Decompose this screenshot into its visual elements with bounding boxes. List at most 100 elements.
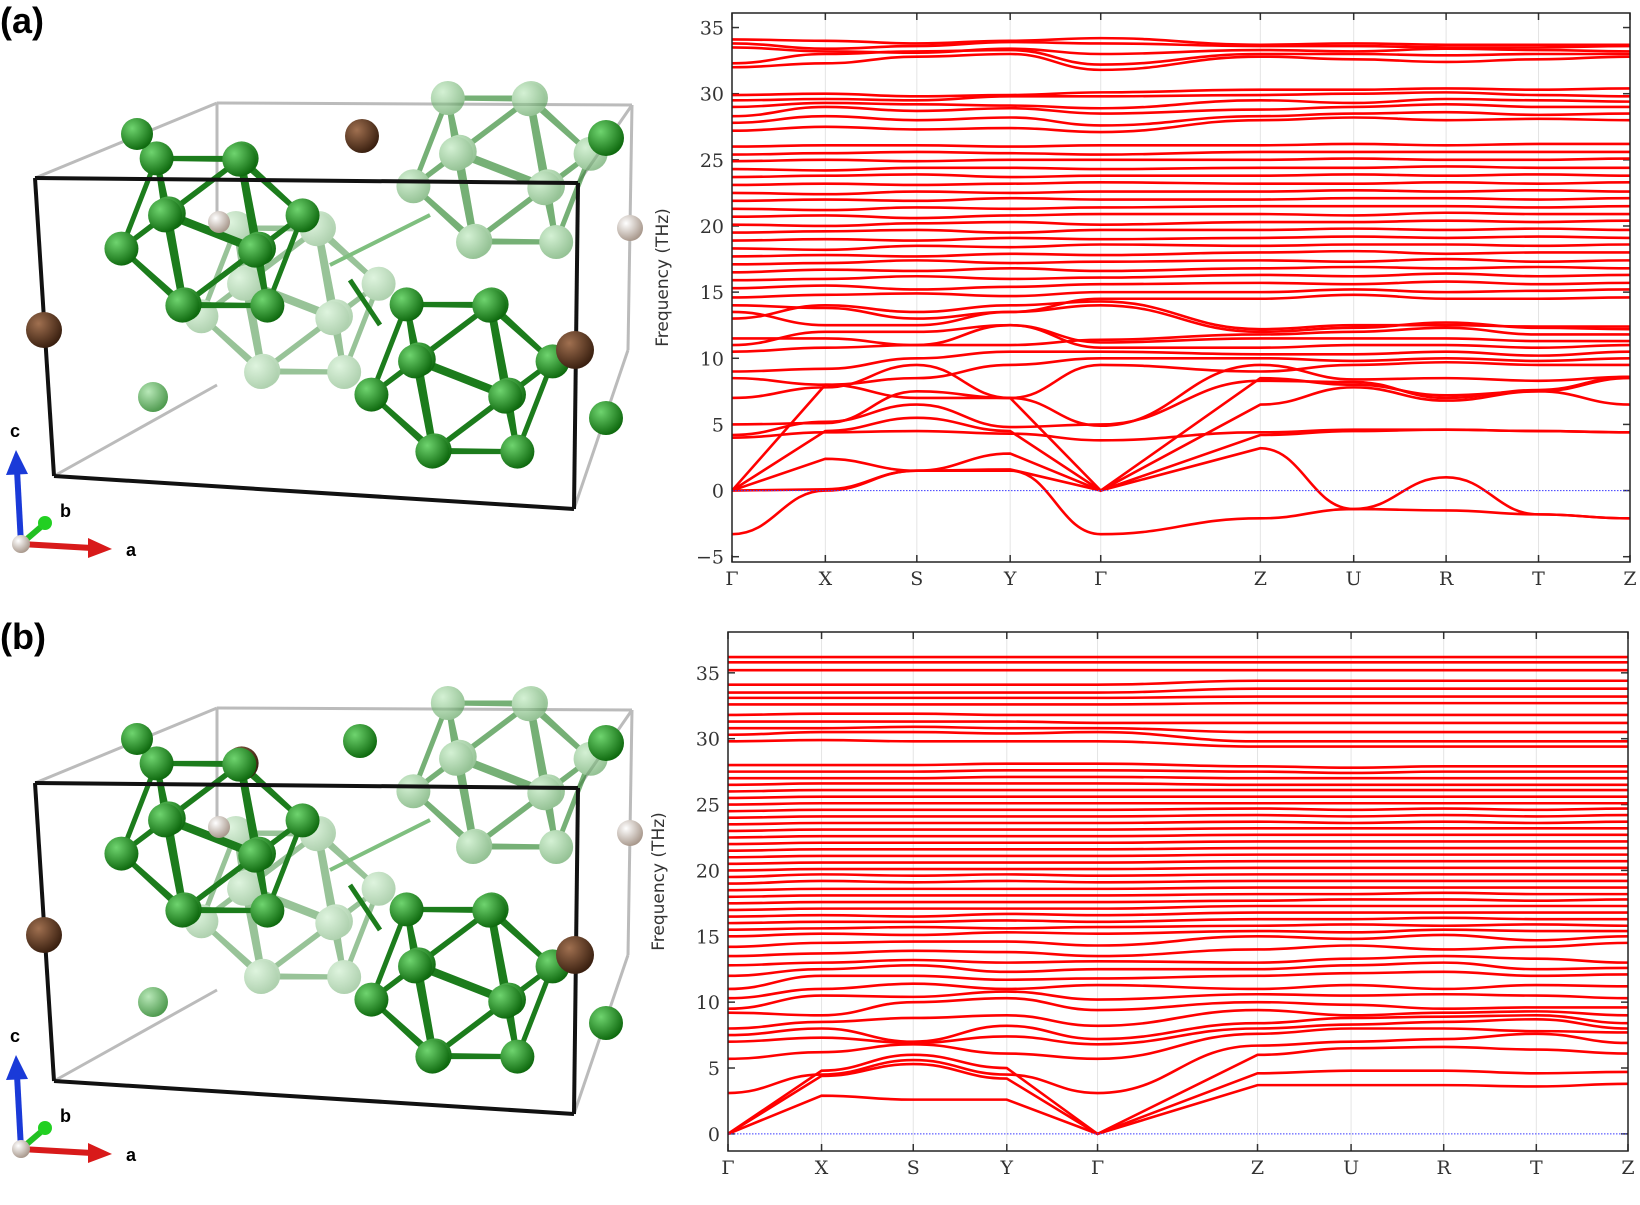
- inter-icosahedral-bond: [329, 818, 431, 872]
- y-tick-label: 35: [696, 663, 720, 685]
- boron-atom: [244, 959, 279, 994]
- phonon-band-9: [732, 356, 1630, 387]
- y-tick-label: 5: [712, 414, 724, 436]
- boron-atom: [500, 434, 535, 469]
- boron-atom: [361, 266, 396, 301]
- phonon-band-23: [728, 886, 1628, 892]
- phonon-band-7: [728, 1008, 1628, 1030]
- phonon-band-7: [732, 363, 1630, 428]
- band-lines: [728, 655, 1628, 1136]
- phonon-band-4: [728, 1027, 1628, 1061]
- boron-atom: [222, 747, 257, 782]
- boron-atom: [285, 803, 320, 838]
- phonon-band-31: [728, 833, 1628, 839]
- inter-icosahedral-bond: [329, 213, 431, 267]
- phonon-band-43: [728, 738, 1628, 748]
- b-axis-arrowhead: [38, 516, 52, 530]
- boron-atom: [456, 829, 491, 864]
- boron-atom: [439, 741, 474, 776]
- boron-atom: [315, 906, 350, 941]
- phonon-band-24: [728, 879, 1628, 885]
- phonon-band-34: [728, 813, 1628, 820]
- boron-atom: [148, 803, 183, 838]
- y-tick-label: 35: [700, 18, 724, 40]
- phonon-band-21: [728, 898, 1628, 905]
- b-axis-label: b: [60, 1106, 71, 1126]
- phonon-band-29: [732, 196, 1630, 203]
- phonon-band-12: [732, 323, 1630, 347]
- vacancy-site: [208, 211, 230, 233]
- vacancy-site: [208, 816, 230, 838]
- phonon-band-10: [728, 982, 1628, 1000]
- boron-atom: [165, 288, 200, 323]
- x-tick-label: U: [1343, 1157, 1359, 1179]
- phonon-band-25: [732, 227, 1630, 234]
- phonon-band-6: [728, 1014, 1628, 1043]
- axis-origin: [12, 1140, 30, 1158]
- phonon-band-35: [728, 807, 1628, 813]
- c-axis-arrow: [14, 1074, 24, 1150]
- plot-frame: [731, 12, 1631, 563]
- boron-atom: [398, 949, 433, 984]
- phonon-band-5: [732, 428, 1630, 442]
- x-tick-label: Z: [1621, 1157, 1634, 1179]
- phonon-band-39: [728, 782, 1628, 787]
- boron-atom: [396, 774, 431, 809]
- phonon-band-41: [728, 769, 1628, 775]
- b12-icosahedron: [104, 141, 320, 323]
- phonon-band-43: [732, 52, 1630, 72]
- metal-atom: [556, 331, 594, 369]
- boron-atom: [439, 136, 474, 171]
- phonon-band-49: [728, 695, 1628, 700]
- y-tick-label: 30: [700, 84, 724, 106]
- unit-cell-back-edge: [216, 706, 633, 712]
- metal-atom: [26, 312, 62, 348]
- boron-atom: [222, 142, 257, 177]
- phonon-band-14: [728, 941, 1628, 958]
- boron-atom: [227, 266, 262, 301]
- boron-atom: [488, 379, 523, 414]
- phonon-band-30: [728, 840, 1628, 846]
- phonon-band-38: [732, 110, 1630, 127]
- phonon-band-0: [728, 1082, 1628, 1136]
- vacancy-site: [617, 820, 643, 846]
- phonon-band-26: [728, 866, 1628, 872]
- boron-atom: [589, 1006, 623, 1040]
- phonon-band-13: [728, 954, 1628, 967]
- panel-label-a: (a): [0, 0, 44, 41]
- phonon-band-3: [728, 1032, 1628, 1095]
- boron-atom: [389, 287, 424, 322]
- boron-atom: [588, 725, 624, 761]
- boron-atom: [138, 987, 168, 1017]
- phonon-band-4: [732, 376, 1630, 493]
- phonon-band-10: [732, 350, 1630, 373]
- y-tick-label: 20: [696, 860, 720, 882]
- boron-atom: [539, 829, 574, 864]
- x-tick-label: U: [1346, 568, 1362, 590]
- crystal-structure-a: c b a: [6, 81, 643, 560]
- x-tick-label: Z: [1623, 568, 1636, 590]
- y-tick-label: 10: [700, 348, 724, 370]
- y-tick-label: 20: [700, 216, 724, 238]
- boron-atom: [104, 231, 139, 266]
- phonon-dispersion-chart-b: Γ X S Y Γ Z U R T Z 0 5 10 15 20 25 30 35 Frequency (THz): [649, 631, 1635, 1179]
- band-lines: [732, 36, 1630, 536]
- boron-atom: [343, 724, 377, 758]
- phonon-band-35: [732, 150, 1630, 156]
- phonon-band-9: [728, 990, 1628, 1011]
- x-tick-label: Γ: [725, 568, 738, 590]
- boron-atom: [250, 288, 285, 323]
- phonon-band-1: [728, 1062, 1628, 1136]
- phonon-band-38: [728, 788, 1628, 793]
- c-axis-arrowhead: [6, 450, 28, 475]
- phonon-band-42: [728, 762, 1628, 769]
- boron-atom: [396, 169, 431, 204]
- phonon-band-8: [732, 360, 1630, 400]
- axis-triad: c b a: [6, 421, 137, 560]
- phonon-band-45: [732, 46, 1630, 56]
- x-tick-label: Γ: [1094, 568, 1107, 590]
- x-tick-label: Z: [1254, 568, 1267, 590]
- boron-atom: [139, 141, 174, 176]
- boron-atom: [354, 377, 389, 412]
- metal-atom: [26, 917, 62, 953]
